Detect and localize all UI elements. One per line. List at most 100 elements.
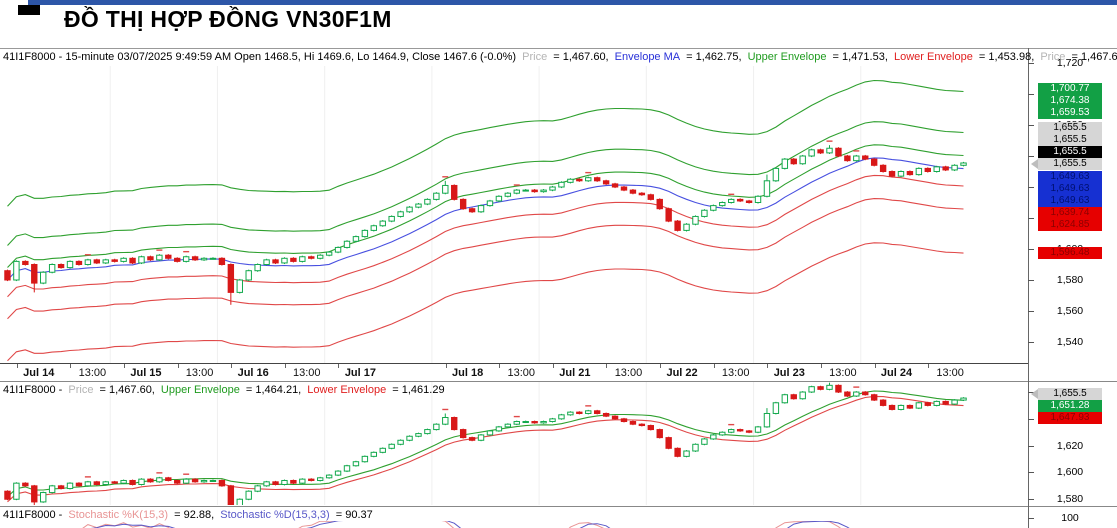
indicator-label: Price: [1037, 51, 1066, 63]
candle-body: [638, 192, 646, 196]
candle-body: [924, 402, 931, 406]
candle-body: [442, 417, 449, 425]
price-flag-red: 1,596.48: [1038, 247, 1102, 259]
candle-body: [111, 259, 118, 262]
x-tick-mark: [231, 364, 233, 368]
candle-body: [397, 211, 404, 217]
candle-body: [817, 149, 824, 154]
candle-body: [897, 171, 905, 177]
x-tick-label: Jul 24: [880, 367, 913, 379]
candle-body: [567, 411, 574, 416]
candle-body: [424, 429, 431, 435]
x-tick-mark: [16, 364, 18, 368]
price-flag-gray: 1,655.5: [1031, 388, 1102, 400]
lower-envelope-line: [7, 395, 964, 503]
candle-body: [156, 477, 163, 483]
candle-body: [683, 450, 690, 457]
candle-body: [585, 410, 592, 414]
x-tick-label: Jul 15: [130, 367, 162, 379]
candle-body: [638, 423, 646, 427]
y-tick-mark: [1028, 445, 1034, 447]
candle-body: [75, 482, 83, 487]
candle-body: [200, 257, 208, 261]
candle-body: [942, 400, 949, 405]
indicator-label: Price: [519, 51, 548, 63]
candle-body: [191, 256, 199, 261]
candle-body: [701, 438, 708, 445]
candle-body: [245, 490, 252, 500]
candle-body: [281, 257, 288, 264]
candle-body: [522, 189, 529, 192]
indicator-value: = 1,453.98,: [975, 51, 1035, 63]
y-tick-mark: [1028, 311, 1034, 312]
candle-body: [879, 164, 887, 173]
candle-body: [138, 478, 145, 485]
candle-body: [531, 189, 538, 193]
candle-body: [960, 397, 967, 401]
candle-body: [370, 225, 378, 231]
indicator-label: Stochastic %D(15,3,3): [217, 509, 330, 521]
candle-body: [4, 270, 11, 281]
y-tick-mark: [1028, 156, 1034, 157]
candle-body: [486, 200, 494, 207]
stochastic-panel-symbol: 41I1F8000 -: [3, 509, 63, 521]
candle-body: [495, 195, 503, 202]
lower-envelope-mid-line: [7, 198, 964, 320]
candle-body: [835, 147, 842, 157]
candle-body: [665, 437, 672, 449]
candle-body: [120, 479, 127, 484]
y-tick-mark: [1028, 249, 1034, 250]
candle-body: [781, 394, 789, 404]
lower-envelope-tight-line: [7, 174, 964, 298]
candle-body: [48, 485, 56, 494]
candle-body: [763, 412, 771, 428]
y-tick-mark: [1028, 125, 1034, 126]
candle-body: [191, 478, 199, 483]
candle-body: [57, 485, 65, 490]
candle-body: [835, 384, 842, 393]
x-tick-label: Jul 21: [559, 367, 591, 379]
x-tick-label: 13:00: [293, 367, 321, 379]
candle-body: [57, 264, 65, 269]
candle-body: [406, 206, 413, 213]
main-price-chart[interactable]: [0, 66, 1028, 363]
stochastic-chart[interactable]: [0, 521, 1028, 528]
candle-body: [209, 257, 217, 260]
chart-frame-top-border: [0, 48, 1117, 49]
candle-body: [13, 260, 20, 281]
candle-body: [75, 260, 83, 265]
candle-body: [451, 417, 458, 431]
x-tick-mark: [445, 364, 447, 368]
indicator-label: Price: [65, 384, 94, 396]
price-flag-gray: 1,655.5: [1038, 134, 1102, 146]
indicator-value: = 1,464.21,: [242, 384, 302, 396]
candle-body: [84, 481, 92, 487]
candle-body: [513, 189, 520, 194]
y-tick-mark: [1028, 187, 1034, 188]
candle-body: [549, 418, 556, 423]
mid-price-chart[interactable]: [0, 382, 1028, 505]
candle-body: [710, 205, 717, 211]
x-tick-label: Jul 17: [344, 367, 376, 379]
x-tick-label: 13:00: [936, 367, 964, 379]
x-tick-label: Jul 18: [452, 367, 484, 379]
candle-body: [397, 439, 404, 445]
candle-body: [549, 186, 556, 191]
candle-body: [495, 426, 503, 432]
stoch-d-line: [90, 521, 850, 528]
candle-body: [424, 198, 431, 205]
candle-body: [245, 270, 252, 281]
indicator-label: Stochastic %K(15,3): [65, 509, 169, 521]
candle-body: [674, 447, 681, 457]
x-tick-label: Jul 16: [237, 367, 269, 379]
candle-body: [683, 223, 690, 231]
candle-body: [513, 421, 520, 425]
stochastic-panel-header: 41I1F8000 - Stochastic %K(15,3) = 92.88,…: [3, 509, 379, 521]
candle-body: [415, 203, 422, 208]
x-tick-mark: [338, 364, 340, 368]
candle-body: [701, 209, 708, 217]
candle-body: [433, 423, 440, 431]
x-tick-mark: [606, 364, 608, 368]
candle-body: [236, 498, 243, 505]
candle-body: [4, 490, 11, 500]
